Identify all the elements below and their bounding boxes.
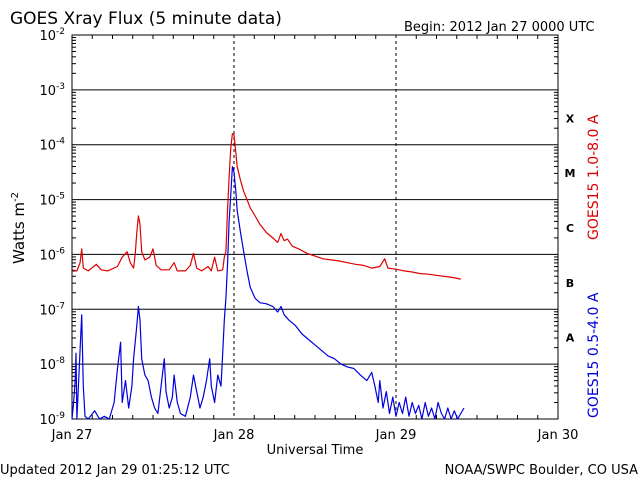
y-tick-label: 10-8 bbox=[39, 356, 65, 373]
begin-label: Begin: 2012 Jan 27 0000 UTC bbox=[404, 20, 595, 35]
y-tick-label: 10-4 bbox=[39, 137, 65, 154]
y-axis-label-exponent: -2 bbox=[10, 192, 21, 202]
x-axis-ticks: Jan 27 Jan 28 Jan 29 Jan 30 bbox=[51, 35, 579, 443]
y-tick-label: 10-6 bbox=[39, 246, 65, 263]
legend-goes15-long: GOES15 1.0-8.0 A bbox=[586, 114, 602, 240]
series-line-short bbox=[71, 166, 465, 420]
x-tick-label: Jan 30 bbox=[537, 428, 579, 443]
credit-label: NOAA/SWPC Boulder, CO USA bbox=[445, 463, 638, 478]
flare-class-c: C bbox=[566, 222, 574, 235]
y-axis-ticks: 10-9 10-8 10-7 10-6 10-5 10-4 10-3 10-2 bbox=[39, 27, 558, 428]
flare-class-b: B bbox=[566, 277, 574, 290]
legend-goes15-short: GOES15 0.5-4.0 A bbox=[586, 292, 602, 418]
flare-class-a: A bbox=[566, 332, 575, 345]
updated-timestamp: Updated 2012 Jan 29 01:25:12 UTC bbox=[0, 463, 230, 478]
y-tick-label: 10-9 bbox=[39, 411, 65, 428]
series-line-long bbox=[71, 133, 461, 280]
y-tick-label: 10-2 bbox=[39, 27, 65, 44]
x-tick-label: Jan 27 bbox=[51, 428, 93, 443]
x-tick-label: Jan 29 bbox=[375, 428, 417, 443]
y-tick-label: 10-5 bbox=[39, 192, 65, 209]
flare-class-x: X bbox=[566, 112, 575, 125]
y-axis-label-main: Watts m bbox=[10, 202, 28, 264]
y-tick-label: 10-7 bbox=[39, 301, 65, 318]
grid-lines bbox=[72, 35, 558, 419]
y-tick-label: 10-3 bbox=[39, 82, 65, 99]
y-axis-label: Watts m-2 bbox=[10, 192, 28, 264]
series-lines bbox=[71, 133, 465, 420]
x-axis-label: Universal Time bbox=[267, 443, 364, 458]
flare-class-labels: A B C M X bbox=[565, 112, 576, 344]
x-tick-label: Jan 28 bbox=[213, 428, 255, 443]
flare-class-m: M bbox=[565, 167, 576, 180]
chart-title: GOES Xray Flux (5 minute data) bbox=[10, 9, 282, 29]
plot-frame bbox=[71, 34, 559, 420]
